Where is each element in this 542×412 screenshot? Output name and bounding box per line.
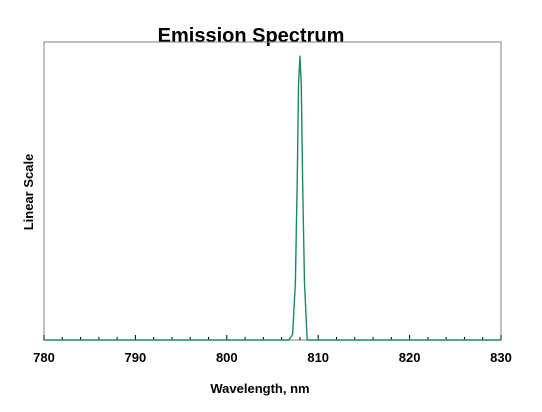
series-layer: [44, 55, 501, 341]
x-tick-label: 800: [216, 350, 238, 365]
x-axis-label: Wavelength, nm: [210, 381, 309, 396]
y-axis-label: Linear Scale: [21, 154, 36, 231]
plot-area-frame: [43, 41, 502, 341]
chart-title: Emission Spectrum: [158, 25, 345, 47]
x-tick-label: 780: [33, 350, 55, 365]
x-tick-label: 830: [490, 350, 512, 365]
x-tick-label: 820: [399, 350, 421, 365]
spectrum-series-line: [44, 55, 501, 341]
x-tick-label: 790: [125, 350, 147, 365]
x-tick-label: 810: [307, 350, 329, 365]
x-axis-ticks: [43, 335, 502, 340]
x-axis-tick-labels: 780 790 800 810 820 830: [33, 350, 512, 365]
